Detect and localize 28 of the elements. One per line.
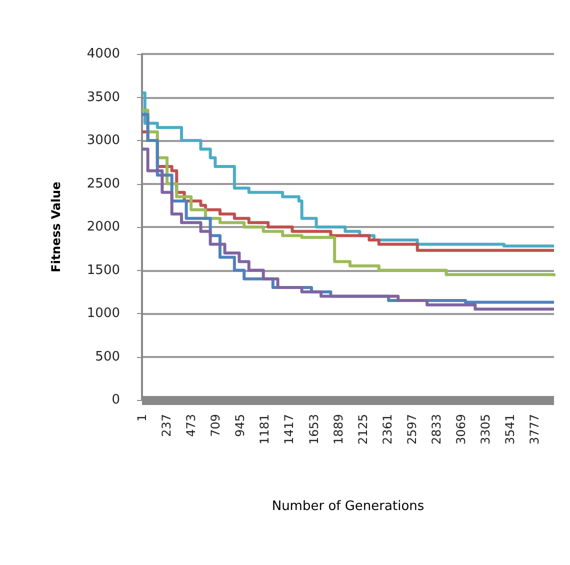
- x-tick-label: 2597: [404, 414, 419, 445]
- x-tick-label: 3069: [454, 414, 468, 445]
- x-axis-title: Number of Generations: [272, 499, 424, 514]
- x-tick-label: 473: [184, 414, 198, 437]
- y-axis-title: Fitness Value: [49, 182, 63, 272]
- x-tick-label: 3305: [478, 414, 493, 445]
- y-tick-label: 3000: [86, 133, 120, 148]
- y-tick-label: 0: [112, 392, 120, 408]
- y-tick-label: 3500: [86, 90, 120, 105]
- x-tick-label: 945: [233, 414, 248, 437]
- x-tick-label: 2125: [356, 414, 370, 445]
- x-tick-label: 1: [135, 414, 149, 422]
- x-tick-label: 2833: [429, 414, 444, 445]
- y-tick-label: 2000: [86, 220, 120, 234]
- x-tick-label: 237: [160, 414, 174, 437]
- x-tick-label: 1181: [258, 414, 272, 445]
- x-tick-label: 709: [208, 414, 223, 437]
- x-tick-label: 1889: [331, 414, 346, 445]
- x-tick-label: 2361: [380, 414, 394, 445]
- x-tick-label: 1653: [306, 414, 321, 445]
- y-tick-label: 1000: [86, 306, 120, 321]
- y-tick-label: 1500: [86, 262, 120, 278]
- x-tick-label: 3541: [503, 414, 518, 445]
- x-tick-label: 1417: [282, 414, 296, 445]
- y-tick-label: 2500: [86, 176, 120, 192]
- y-tick-label: 500: [95, 349, 120, 364]
- y-tick-label: 4000: [86, 46, 120, 62]
- x-tick-label: 3777: [528, 414, 542, 445]
